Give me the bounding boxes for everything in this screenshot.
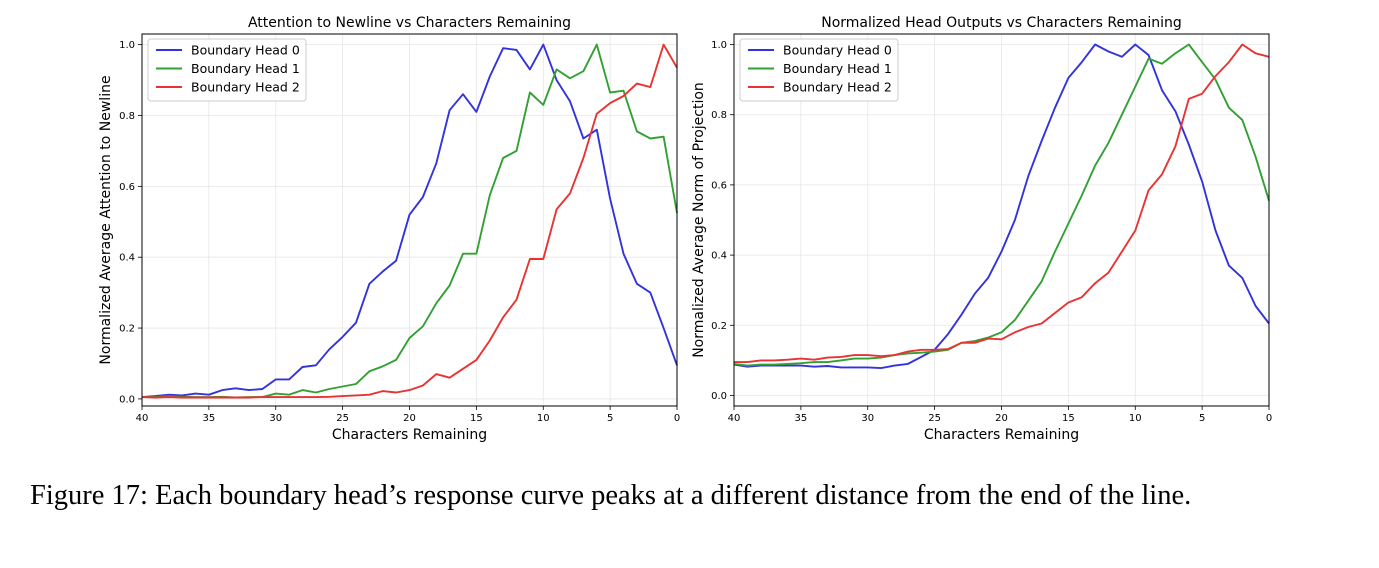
x-tick-label: 40 xyxy=(728,413,741,424)
chart-1: 40 35 30 25 20 15 10 5 0 0.0 0.2 0.4 0.6 0.8 1.0 Attent… xyxy=(98,15,680,443)
x-tick-label: 15 xyxy=(470,413,483,424)
series-line-head-0 xyxy=(733,43,1270,370)
legend: Boundary Head 0 Boundary Head 1 Boundary H… xyxy=(739,38,899,102)
y-tick-label: 0.8 xyxy=(711,110,727,121)
y-tick-label: 0.0 xyxy=(119,394,135,405)
legend-entry-head-2: Boundary Head 2 xyxy=(191,80,300,95)
series-line-head-2 xyxy=(734,43,1270,364)
x-tick-label: 0 xyxy=(674,413,680,424)
legend-entry-head-1: Boundary Head 1 xyxy=(783,61,892,76)
chart-2: 40 35 30 25 20 15 10 5 0 0.0 0.2 0.4 0.6 0.8 1.0 Normal… xyxy=(691,15,1272,443)
series-line-head-0 xyxy=(141,43,678,399)
legend-box xyxy=(147,38,307,102)
x-tick-label: 5 xyxy=(1199,413,1205,424)
x-axis-label: Characters Remaining xyxy=(332,427,487,443)
legend-entry-head-1: Boundary Head 1 xyxy=(191,61,300,76)
legend-box xyxy=(739,38,899,102)
x-tick-label: 30 xyxy=(269,413,282,424)
y-tick-label: 0.6 xyxy=(711,180,727,191)
x-tick-label: 25 xyxy=(336,413,349,424)
x-tick-label: 0 xyxy=(1266,413,1272,424)
legend-entry-head-0: Boundary Head 0 xyxy=(783,43,892,58)
x-tick-label: 10 xyxy=(537,413,550,424)
x-tick-label: 10 xyxy=(1129,413,1142,424)
x-axis-label: Characters Remaining xyxy=(924,427,1079,443)
x-tick-label: 25 xyxy=(928,413,941,424)
legend-entry-head-2: Boundary Head 2 xyxy=(783,80,892,95)
x-tick-label: 15 xyxy=(1062,413,1075,424)
y-axis-label: Normalized Average Attention to Newline xyxy=(98,75,114,364)
x-tick-label: 20 xyxy=(995,413,1008,424)
legend-entry-head-0: Boundary Head 0 xyxy=(191,43,300,58)
legend: Boundary Head 0 Boundary Head 1 Boundary H… xyxy=(147,38,307,102)
chart-title: Normalized Head Outputs vs Characters Re… xyxy=(821,15,1182,31)
y-tick-label: 0.0 xyxy=(711,391,727,402)
y-tick-label: 1.0 xyxy=(119,40,135,51)
x-tick-label: 20 xyxy=(403,413,416,424)
series-line-head-1 xyxy=(733,43,1270,367)
figure-canvas: 40 35 30 25 20 15 10 5 0 0.0 0.2 0.4 0.6 0.8 1.0 Attent… xyxy=(98,15,1272,443)
chart-title: Attention to Newline vs Characters Remai… xyxy=(248,15,571,31)
y-tick-label: 0.4 xyxy=(119,253,135,264)
figure-caption: Figure 17: Each boundary head’s response… xyxy=(30,480,1192,511)
x-tick-label: 35 xyxy=(795,413,808,424)
x-tick-label: 35 xyxy=(203,413,216,424)
series-line-head-2 xyxy=(141,43,678,399)
y-tick-label: 0.8 xyxy=(119,111,135,122)
x-tick-label: 40 xyxy=(136,413,149,424)
y-tick-label: 1.0 xyxy=(711,40,727,51)
y-tick-label: 0.2 xyxy=(711,321,727,332)
y-axis-label: Normalized Average Norm of Projection xyxy=(691,82,707,358)
x-tick-label: 5 xyxy=(607,413,613,424)
y-tick-label: 0.2 xyxy=(119,324,135,335)
y-tick-label: 0.6 xyxy=(119,182,135,193)
x-tick-label: 30 xyxy=(861,413,874,424)
y-tick-label: 0.4 xyxy=(711,251,727,262)
